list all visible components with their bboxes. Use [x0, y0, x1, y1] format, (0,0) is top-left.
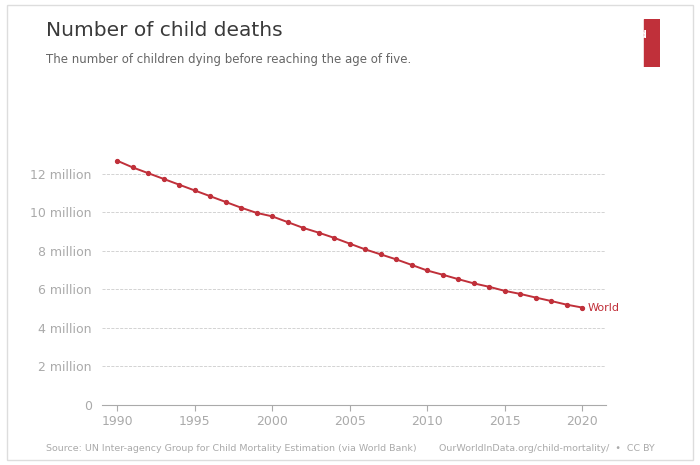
Text: Number of child deaths: Number of child deaths	[46, 21, 282, 40]
Text: Source: UN Inter-agency Group for Child Mortality Estimation (via World Bank): Source: UN Inter-agency Group for Child …	[46, 445, 416, 453]
Text: in Data: in Data	[591, 48, 631, 58]
Text: World: World	[588, 303, 620, 312]
Bar	[644, 19, 660, 67]
Text: Our World: Our World	[591, 30, 647, 40]
Text: OurWorldInData.org/child-mortality/  •  CC BY: OurWorldInData.org/child-mortality/ • CC…	[439, 445, 654, 453]
Text: The number of children dying before reaching the age of five.: The number of children dying before reac…	[46, 53, 411, 66]
